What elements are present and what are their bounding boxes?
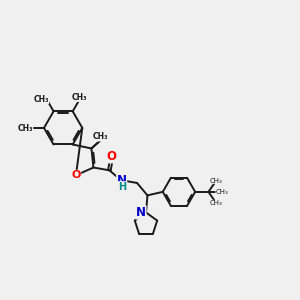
Text: CH₃: CH₃ (72, 93, 87, 102)
Text: CH₃: CH₃ (210, 200, 223, 206)
Text: N: N (117, 174, 127, 187)
Text: CH₃: CH₃ (93, 132, 108, 141)
Text: O: O (106, 150, 116, 163)
Text: CH₃: CH₃ (210, 178, 223, 184)
Text: O: O (71, 170, 81, 180)
Text: N: N (136, 206, 146, 219)
Text: CH₃: CH₃ (216, 189, 229, 195)
Text: CH₃: CH₃ (33, 95, 49, 104)
Text: CH₃: CH₃ (17, 124, 33, 133)
Text: H: H (118, 182, 126, 192)
